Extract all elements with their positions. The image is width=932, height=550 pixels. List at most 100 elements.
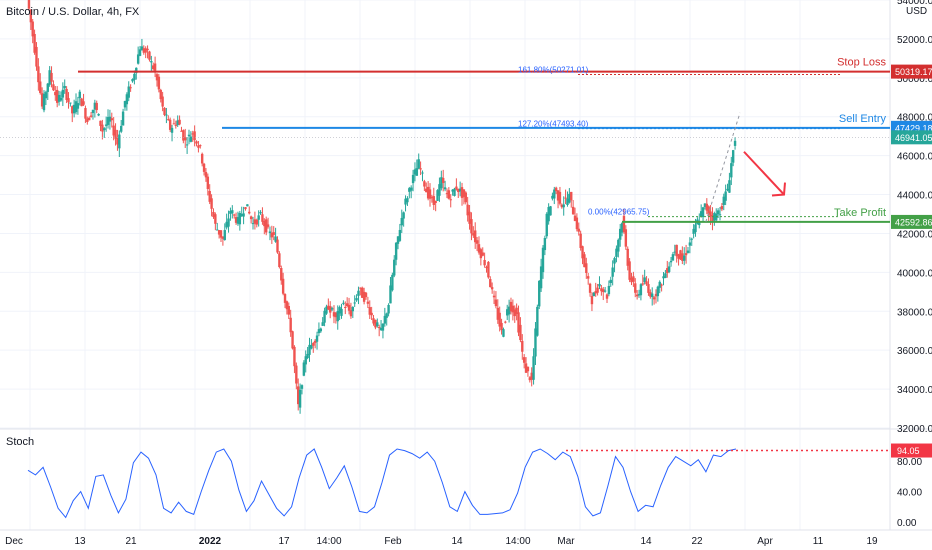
candle-body xyxy=(306,353,309,358)
projection-arrow-head xyxy=(771,182,786,197)
candle-body xyxy=(377,327,381,329)
candle-body xyxy=(536,306,539,336)
candle-body xyxy=(321,322,324,326)
candle-body xyxy=(517,312,520,333)
candle-body xyxy=(291,331,294,349)
candle-body xyxy=(217,230,221,235)
candle-body xyxy=(185,144,189,146)
price-tick-label: 36000.00 xyxy=(897,346,932,357)
level-name-label: Take Profit xyxy=(834,207,886,219)
candle-body xyxy=(86,118,89,123)
candle-body xyxy=(193,131,196,141)
candle-body xyxy=(159,89,162,100)
candle-body xyxy=(87,117,91,121)
candle-body xyxy=(592,292,596,297)
candle-body xyxy=(84,108,87,119)
candle-body xyxy=(651,293,654,297)
candle-body xyxy=(125,94,129,105)
candle-body xyxy=(349,310,353,317)
candle-body xyxy=(483,259,486,266)
candle-body xyxy=(67,98,70,103)
candle-body xyxy=(445,193,449,195)
candle-body xyxy=(48,70,51,85)
last-price-label: 46941.05 xyxy=(895,133,932,143)
time-tick-label: 2022 xyxy=(199,536,222,547)
time-tick-label: 19 xyxy=(866,536,878,547)
candle-body xyxy=(376,322,379,327)
candle-body xyxy=(27,0,31,9)
candle-body xyxy=(153,63,157,71)
candle-body xyxy=(579,233,582,248)
candle-body xyxy=(549,206,552,216)
candle-body xyxy=(709,211,712,217)
candle-body xyxy=(504,321,507,323)
candle-body xyxy=(547,207,550,222)
candle-body xyxy=(656,286,660,297)
candle-body xyxy=(351,307,355,312)
candle-body xyxy=(274,236,277,242)
candle-body xyxy=(615,248,618,257)
candle-body xyxy=(187,134,191,137)
candle-body xyxy=(152,65,155,70)
candle-body xyxy=(334,312,338,318)
candle-body xyxy=(400,217,403,226)
candle-body xyxy=(65,88,68,100)
candle-body xyxy=(609,279,612,284)
candle-body xyxy=(643,277,646,283)
candle-body xyxy=(635,294,639,297)
candle-body xyxy=(176,120,179,126)
candle-body xyxy=(618,228,622,240)
candle-body xyxy=(261,214,264,222)
candle-body xyxy=(359,287,362,289)
candle-body xyxy=(406,198,409,203)
candle-body xyxy=(370,312,373,316)
candle-body xyxy=(381,323,385,331)
candle-body xyxy=(730,163,733,178)
candle-body xyxy=(42,94,46,111)
candle-body xyxy=(106,117,110,125)
last-price-tag xyxy=(891,130,932,145)
candle-body xyxy=(182,130,185,141)
candle-body xyxy=(172,123,176,125)
fib-level-label: 0.00%(42965.75) xyxy=(588,208,650,217)
candle-body xyxy=(229,210,232,214)
candle-body xyxy=(560,204,564,208)
candle-body xyxy=(319,328,323,332)
candle-body xyxy=(104,124,108,126)
candle-body xyxy=(699,211,703,217)
candle-body xyxy=(285,301,289,310)
level-name-label: Sell Entry xyxy=(839,113,887,125)
candle-body xyxy=(74,101,78,113)
candle-body xyxy=(472,233,475,236)
candle-body xyxy=(216,229,219,231)
candle-body xyxy=(78,91,81,99)
candle-body xyxy=(76,103,80,109)
candle-body xyxy=(671,254,675,261)
candle-body xyxy=(146,48,149,51)
candle-body xyxy=(263,220,266,227)
candle-body xyxy=(199,145,202,147)
candle-body xyxy=(174,124,178,126)
candle-body xyxy=(728,180,731,193)
candle-body xyxy=(688,242,692,246)
candle-body xyxy=(620,223,624,233)
candle-body xyxy=(120,125,123,132)
candle-body xyxy=(255,219,258,225)
candle-body xyxy=(554,187,558,192)
candle-body xyxy=(438,184,441,196)
candle-body xyxy=(683,255,686,261)
candle-body xyxy=(121,111,125,126)
candle-body xyxy=(564,197,567,199)
candle-body xyxy=(602,289,605,293)
candle-body xyxy=(408,188,411,192)
candle-body xyxy=(204,172,208,178)
candle-body xyxy=(342,302,345,304)
candle-body xyxy=(652,297,656,300)
candle-body xyxy=(325,306,328,314)
candle-body xyxy=(498,312,501,327)
candle-body xyxy=(259,212,262,214)
candle-body xyxy=(632,276,635,282)
candle-body xyxy=(253,219,257,224)
candle-body xyxy=(588,283,592,293)
